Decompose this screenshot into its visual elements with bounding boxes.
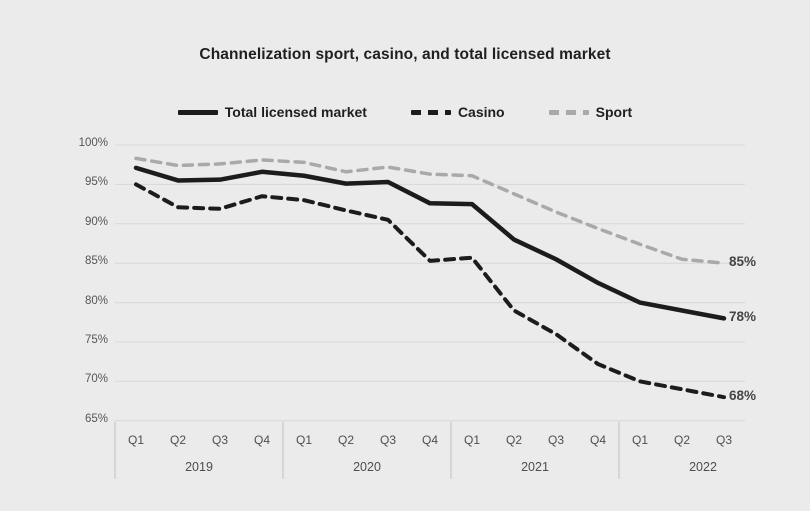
series-line-total-licensed-market bbox=[133, 165, 727, 321]
legend-label-casino: Casino bbox=[457, 104, 505, 120]
legend-item-total-licensed-market: Total licensed market bbox=[177, 104, 367, 120]
legend-line-casino-swatch bbox=[410, 109, 451, 115]
legend-item-sport: Sport bbox=[548, 104, 633, 120]
series-line-sport bbox=[134, 156, 726, 265]
chart-title: Channelization sport, casino, and total … bbox=[199, 46, 611, 63]
legend-label-total-licensed-market: Total licensed market bbox=[224, 104, 367, 120]
legend-label-sport: Sport bbox=[595, 104, 633, 120]
legend-line-total-swatch bbox=[177, 109, 218, 115]
chart-legend: Total licensed market Casino Sport bbox=[0, 104, 810, 120]
legend-line-sport-swatch bbox=[548, 109, 589, 115]
series-line-casino bbox=[134, 182, 726, 400]
legend-item-casino: Casino bbox=[410, 104, 505, 120]
